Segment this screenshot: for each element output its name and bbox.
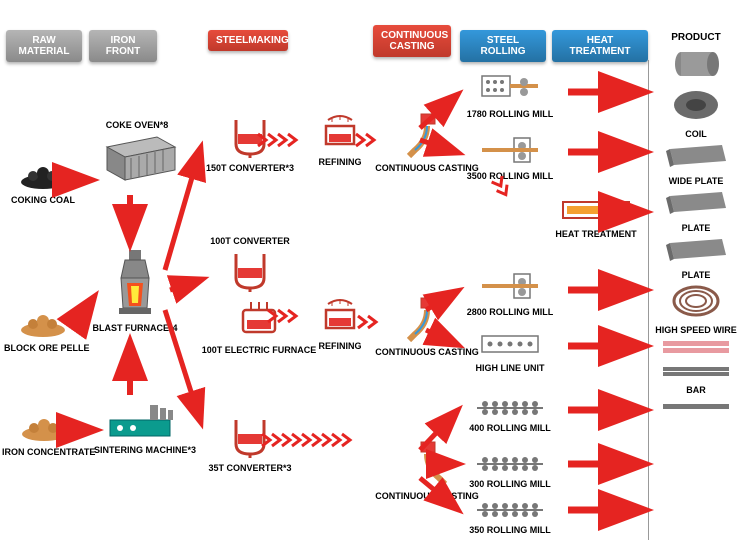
stage-continuous-casting: CONTINUOUS CASTING xyxy=(373,25,451,57)
label-400-mill: 400 ROLLING MILL xyxy=(460,423,560,433)
label-150t-converter: 150T CONVERTER*3 xyxy=(200,163,300,173)
node-coke-oven: COKE OVEN*8 xyxy=(92,120,182,187)
node-400-mill: 400 ROLLING MILL xyxy=(460,398,560,433)
label-highline: HIGH LINE UNIT xyxy=(460,363,560,373)
label-3500-mill: 3500 ROLLING MILL xyxy=(460,171,560,181)
mill-300-icon xyxy=(475,454,545,474)
label-iron-concentrate: IRON CONCENTRATE xyxy=(2,447,86,457)
product-coil: COIL xyxy=(646,88,746,139)
mill-400-icon xyxy=(475,398,545,418)
node-refining-1: REFINING xyxy=(310,112,370,167)
sintering-icon xyxy=(105,400,185,440)
coal-icon xyxy=(18,162,68,190)
label-refining-1: REFINING xyxy=(310,157,370,167)
label-coking-coal: COKING COAL xyxy=(8,195,78,205)
refining-2-icon xyxy=(318,296,362,336)
cc-1-icon xyxy=(407,112,447,158)
node-350-mill: 350 ROLLING MILL xyxy=(460,500,560,535)
node-150t-converter: 150T CONVERTER*3 xyxy=(200,114,300,173)
stage-steel-rolling: STEEL ROLLING xyxy=(460,30,546,62)
node-block-ore: BLOCK ORE PELLE xyxy=(4,310,82,353)
mill-1780-icon xyxy=(480,74,540,104)
node-100t-electric-furnace: 100T ELECTRIC FURNACE xyxy=(200,300,318,355)
product-cylinder xyxy=(646,49,746,84)
label-sintering: SINTERING MACHINE*3 xyxy=(90,445,200,455)
node-iron-concentrate: IRON CONCENTRATE xyxy=(2,414,86,457)
node-35t-converter: 35T CONVERTER*3 xyxy=(200,414,300,473)
product-wide-plate: WIDE PLATE xyxy=(646,143,746,186)
mill-350-icon xyxy=(475,500,545,520)
converter-35-icon xyxy=(228,414,272,458)
product-plate-1: PLATE xyxy=(646,190,746,233)
converter-100-icon xyxy=(228,248,272,292)
label-refining-2: REFINING xyxy=(310,341,370,351)
product-bar-1 xyxy=(646,339,746,360)
refining-1-icon xyxy=(318,112,362,152)
node-100t-converter: 100T CONVERTER xyxy=(200,236,300,297)
node-2800-mill: 2800 ROLLING MILL xyxy=(460,272,560,317)
label-35t-converter: 35T CONVERTER*3 xyxy=(200,463,300,473)
highline-icon xyxy=(480,332,540,358)
label-100t-electric-furnace: 100T ELECTRIC FURNACE xyxy=(200,345,318,355)
label-100t-converter: 100T CONVERTER xyxy=(200,236,300,246)
mill-3500-icon xyxy=(480,136,540,166)
stage-iron-front: IRON FRONT xyxy=(89,30,157,62)
heat-treatment-icon xyxy=(561,196,631,224)
node-blast-furnace: BLAST FURNACE*4 xyxy=(90,248,180,333)
node-3500-mill: 3500 ROLLING MILL xyxy=(460,136,560,181)
label-blast-furnace: BLAST FURNACE*4 xyxy=(90,323,180,333)
electric-furnace-icon xyxy=(237,300,281,340)
product-bar-2: BAR xyxy=(646,364,746,395)
product-bar-3 xyxy=(646,399,746,417)
product-column: PRODUCT COIL WIDE PLATE PLATE PLATE HIGH… xyxy=(646,32,746,421)
cc-3-icon xyxy=(407,440,447,486)
node-sintering: SINTERING MACHINE*3 xyxy=(90,400,200,455)
label-2800-mill: 2800 ROLLING MILL xyxy=(460,307,560,317)
product-high-speed-wire: HIGH SPEED WIRE xyxy=(646,284,746,335)
stage-raw-material: RAW MATERIAL xyxy=(6,30,82,62)
node-1780-mill: 1780 ROLLING MILL xyxy=(460,74,560,119)
product-plate-2: PLATE xyxy=(646,237,746,280)
label-1780-mill: 1780 ROLLING MILL xyxy=(460,109,560,119)
label-350-mill: 350 ROLLING MILL xyxy=(460,525,560,535)
mill-2800-icon xyxy=(480,272,540,302)
node-highline: HIGH LINE UNIT xyxy=(460,332,560,373)
label-heat-treatment: HEAT TREATMENT xyxy=(548,229,644,239)
converter-150-icon xyxy=(228,114,272,158)
node-300-mill: 300 ROLLING MILL xyxy=(460,454,560,489)
product-title: PRODUCT xyxy=(646,32,746,43)
label-300-mill: 300 ROLLING MILL xyxy=(460,479,560,489)
stage-steelmaking: STEELMAKING xyxy=(208,30,288,51)
label-coke-oven: COKE OVEN*8 xyxy=(92,120,182,130)
label-block-ore: BLOCK ORE PELLE xyxy=(4,343,82,353)
iron-conc-icon xyxy=(19,414,69,442)
blast-furnace-icon xyxy=(105,248,165,318)
coke-oven-icon xyxy=(97,132,177,182)
ore-icon xyxy=(18,310,68,338)
node-refining-2: REFINING xyxy=(310,296,370,351)
cc-2-icon xyxy=(407,296,447,342)
node-heat-treatment: HEAT TREATMENT xyxy=(548,196,644,239)
stage-heat-treatment: HEAT TREATMENT xyxy=(552,30,648,62)
node-coking-coal: COKING COAL xyxy=(8,162,78,205)
